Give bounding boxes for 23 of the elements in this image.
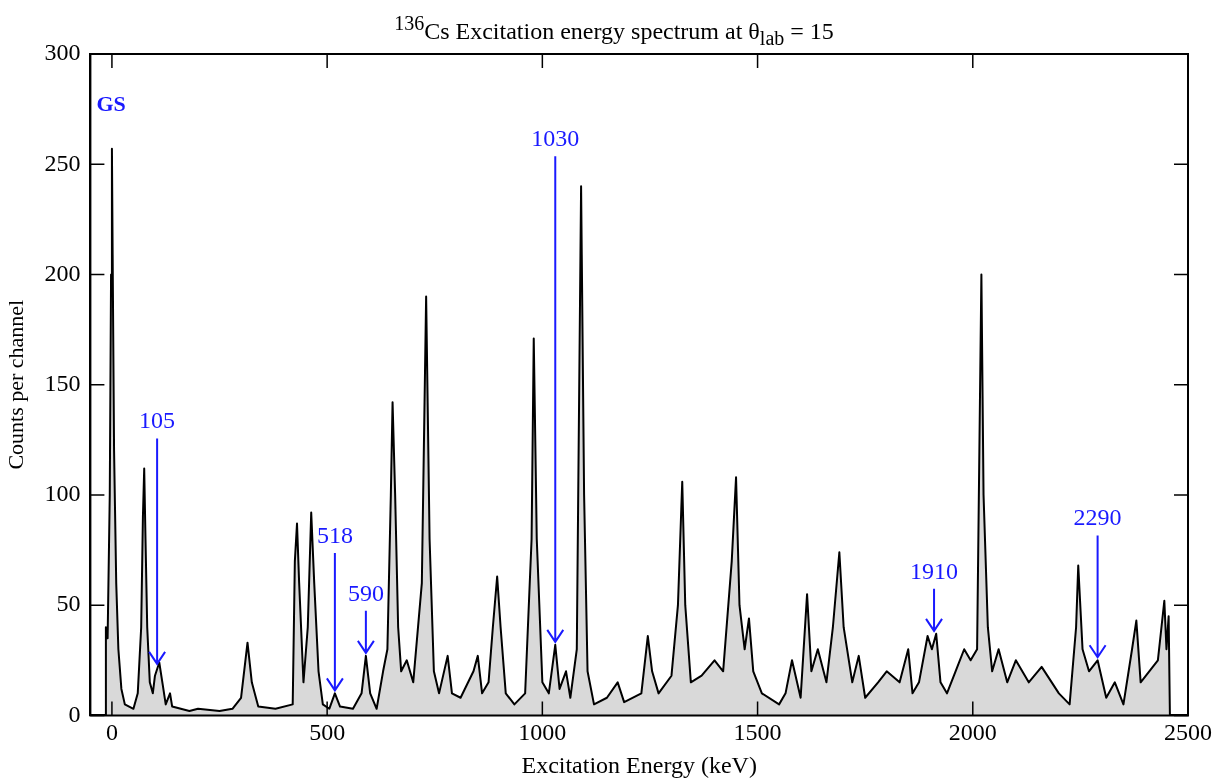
y-tick-label: 300: [44, 39, 81, 66]
x-tick-label: 0: [105, 719, 118, 746]
y-tick-label: 150: [44, 370, 81, 396]
x-tick-label: 500: [309, 719, 346, 746]
annotation: 1030: [531, 125, 580, 152]
y-tick-label: 200: [44, 259, 81, 286]
annotation: 590: [347, 579, 384, 606]
annotation: 2290: [1073, 504, 1122, 531]
annotation: 1910: [910, 557, 959, 584]
annotation: 518: [316, 522, 353, 549]
y-tick-label: 250: [44, 149, 81, 176]
y-tick-label: 100: [44, 480, 81, 507]
x-tick-label: 1000: [518, 719, 567, 746]
x-tick-label: 1500: [733, 719, 782, 746]
y-tick-label: 50: [56, 590, 81, 617]
x-tick-label: 2500: [1164, 719, 1212, 746]
x-axis-title: Excitation Energy (keV): [521, 751, 757, 778]
x-tick-label: 2000: [948, 719, 997, 746]
annotation: GS: [96, 90, 126, 116]
y-axis-title: Counts per channel: [2, 299, 28, 470]
annotation: 105: [139, 407, 176, 434]
chart-title: $^{136}$Cs Excitation energy spectrum at θ$_{lab}$ = 15: [394, 12, 834, 49]
y-tick-label: 0: [68, 700, 81, 727]
